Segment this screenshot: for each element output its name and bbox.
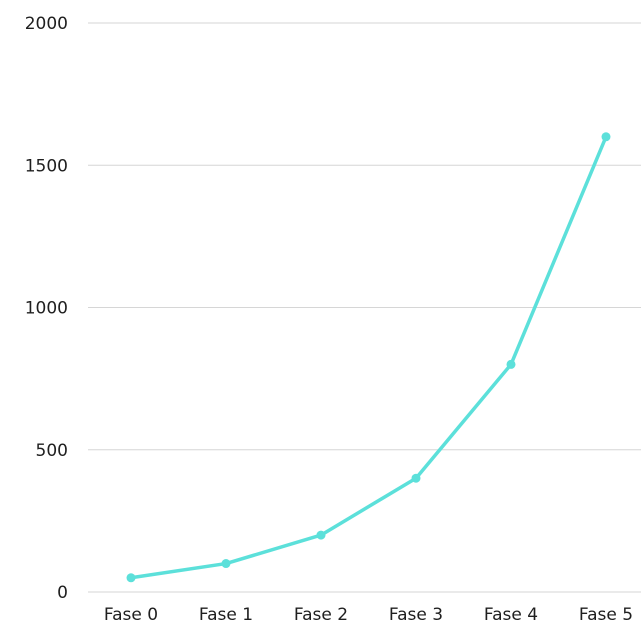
x-tick-label: Fase 5	[579, 605, 633, 623]
y-tick-label: 500	[36, 441, 68, 461]
y-tick-label: 2000	[25, 14, 68, 34]
x-tick-label: Fase 1	[199, 605, 253, 623]
y-tick-label: 1000	[25, 299, 68, 319]
data-point-fase-2	[316, 530, 326, 540]
data-point-fase-4	[506, 359, 516, 369]
y-tick-label: 1500	[25, 156, 68, 176]
data-point-fase-1	[221, 559, 231, 569]
data-point-fase-3	[411, 473, 421, 483]
series-line	[129, 135, 608, 580]
x-tick-label: Fase 2	[294, 605, 348, 623]
x-tick-label: Fase 3	[389, 605, 443, 623]
grid-lines	[88, 22, 641, 593]
data-point-fase-5	[601, 132, 611, 142]
y-tick-label: 0	[57, 583, 68, 603]
x-tick-label: Fase 0	[104, 605, 158, 623]
y-axis-ticks: 0 500 1000 1500 2000	[25, 14, 68, 603]
x-tick-label: Fase 4	[484, 605, 538, 623]
data-point-fase-0	[126, 573, 136, 583]
x-axis-ticks: Fase 0 Fase 1 Fase 2 Fase 3 Fase 4 Fase 5	[104, 605, 633, 623]
series-group	[126, 132, 611, 583]
